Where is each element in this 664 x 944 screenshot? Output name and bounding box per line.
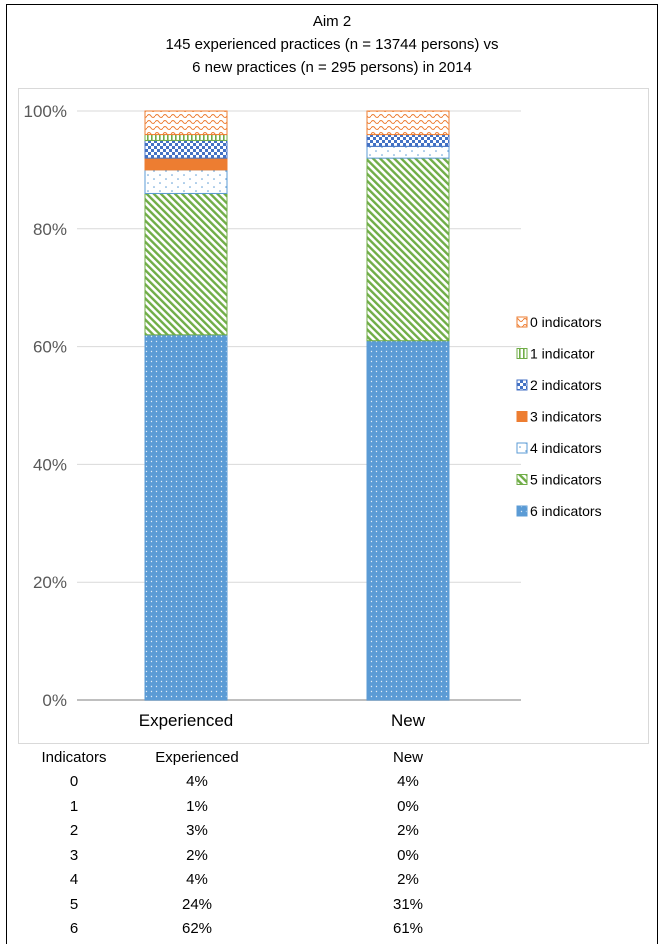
table-row: 2 3% 2%: [22, 819, 548, 844]
table-row: 5 24% 31%: [22, 892, 548, 917]
legend-label: 5 indicators: [530, 472, 602, 488]
legend-label: 0 indicators: [530, 314, 602, 330]
table-cell: 1: [69, 797, 79, 815]
table-cell: 5: [69, 895, 79, 913]
legend-swatch: [516, 442, 528, 454]
bar-segment: [366, 157, 450, 342]
bar-segment: [144, 134, 228, 141]
table-header-cell: Experienced: [155, 748, 239, 766]
legend-label: 1 indicator: [530, 346, 595, 362]
plot-area: 0% 20% 40% 60% 80% 100% Experienced New 0 indi…: [18, 88, 649, 744]
table-cell: 0%: [397, 797, 419, 815]
table-row: 0 4% 4%: [22, 770, 548, 795]
bar-segment: [144, 157, 228, 171]
legend-label: 4 indicators: [530, 440, 602, 456]
bars: [144, 110, 450, 701]
table-cell: 2%: [186, 846, 208, 864]
bar-segment: [144, 192, 228, 336]
table-cell: 3%: [186, 822, 208, 840]
y-tick-label: 40%: [33, 455, 67, 474]
table-cell: 0%: [397, 846, 419, 864]
table-cell: 1%: [186, 797, 208, 815]
bar-segment: [144, 110, 228, 136]
chart-subtitle-line-2: 6 new practices (n = 295 persons) in 201…: [192, 59, 472, 76]
table-cell: 31%: [392, 895, 424, 913]
table-cell: 0: [69, 773, 79, 791]
table-cell: 2%: [397, 822, 419, 840]
legend-label: 2 indicators: [530, 377, 602, 393]
legend-swatch: [516, 474, 528, 485]
bar-segment: [144, 139, 228, 159]
table-row: 3 2% 0%: [22, 843, 548, 868]
y-axis-ticks: 0% 20% 40% 60% 80% 100%: [24, 102, 67, 710]
y-tick-label: 80%: [33, 220, 67, 239]
bar-segment: [366, 145, 450, 159]
legend-label: 6 indicators: [530, 503, 602, 519]
y-tick-label: 20%: [33, 573, 67, 592]
table-cell: 4%: [186, 773, 208, 791]
stacked-bar-chart: 0% 20% 40% 60% 80% 100% Experienced New 0 indi…: [24, 102, 602, 730]
legend-swatch: [516, 505, 528, 517]
chart-title-block: Aim 2 145 experienced practices (n = 137…: [0, 10, 664, 79]
bar-segment: [366, 134, 450, 147]
table-body: 0 4% 4% 1 1% 0% 2 3% 2% 3 2% 0% 4 4% 2% 5 24% 31% 6 62% 61%: [22, 770, 548, 942]
table-cell: 24%: [181, 895, 213, 913]
table-cell: 3: [69, 846, 79, 864]
chart-subtitle-line-1: 145 experienced practices (n = 13744 per…: [165, 36, 499, 53]
gridlines: [77, 110, 521, 701]
legend-swatch: [516, 411, 528, 422]
table-cell: 61%: [392, 920, 424, 938]
bar-segment: [144, 334, 228, 701]
legend-swatch: [516, 316, 528, 328]
table-cell: 62%: [181, 920, 213, 938]
y-tick-label: 100%: [24, 102, 67, 121]
legend-swatch: [516, 379, 528, 391]
table-cell: 4: [69, 871, 79, 889]
chart-title: Aim 2: [312, 13, 352, 30]
y-tick-label: 0%: [42, 691, 67, 710]
bar-segment: [366, 340, 450, 701]
bar-segment: [144, 169, 228, 194]
table-cell: 2: [69, 822, 79, 840]
table-cell: 2%: [397, 871, 419, 889]
table-cell: 4%: [186, 871, 208, 889]
y-tick-label: 60%: [33, 338, 67, 357]
x-category-label: Experienced: [139, 711, 234, 730]
x-category-label: New: [391, 711, 426, 730]
figure-frame: [6, 4, 658, 944]
legend-swatch: [516, 348, 528, 359]
table-header-cell: Indicators: [41, 748, 107, 766]
data-table: Indicators Experienced New 0 4% 4% 1 1% 0% 2 3%…: [22, 745, 548, 941]
table-cell: 4%: [397, 773, 419, 791]
table-header-cell: New: [392, 748, 423, 766]
legend-label: 3 indicators: [530, 409, 602, 425]
table-header-row: Indicators Experienced New: [22, 745, 548, 770]
table-row: 1 1% 0%: [22, 794, 548, 819]
table-cell: 6: [69, 920, 79, 938]
legend: 0 indicators 1 indicator 2 indicators 3 ind…: [516, 314, 602, 519]
bar-segment: [366, 110, 450, 136]
table-row: 6 62% 61%: [22, 917, 548, 942]
table-row: 4 4% 2%: [22, 868, 548, 893]
x-axis-categories: Experienced New: [139, 711, 426, 730]
